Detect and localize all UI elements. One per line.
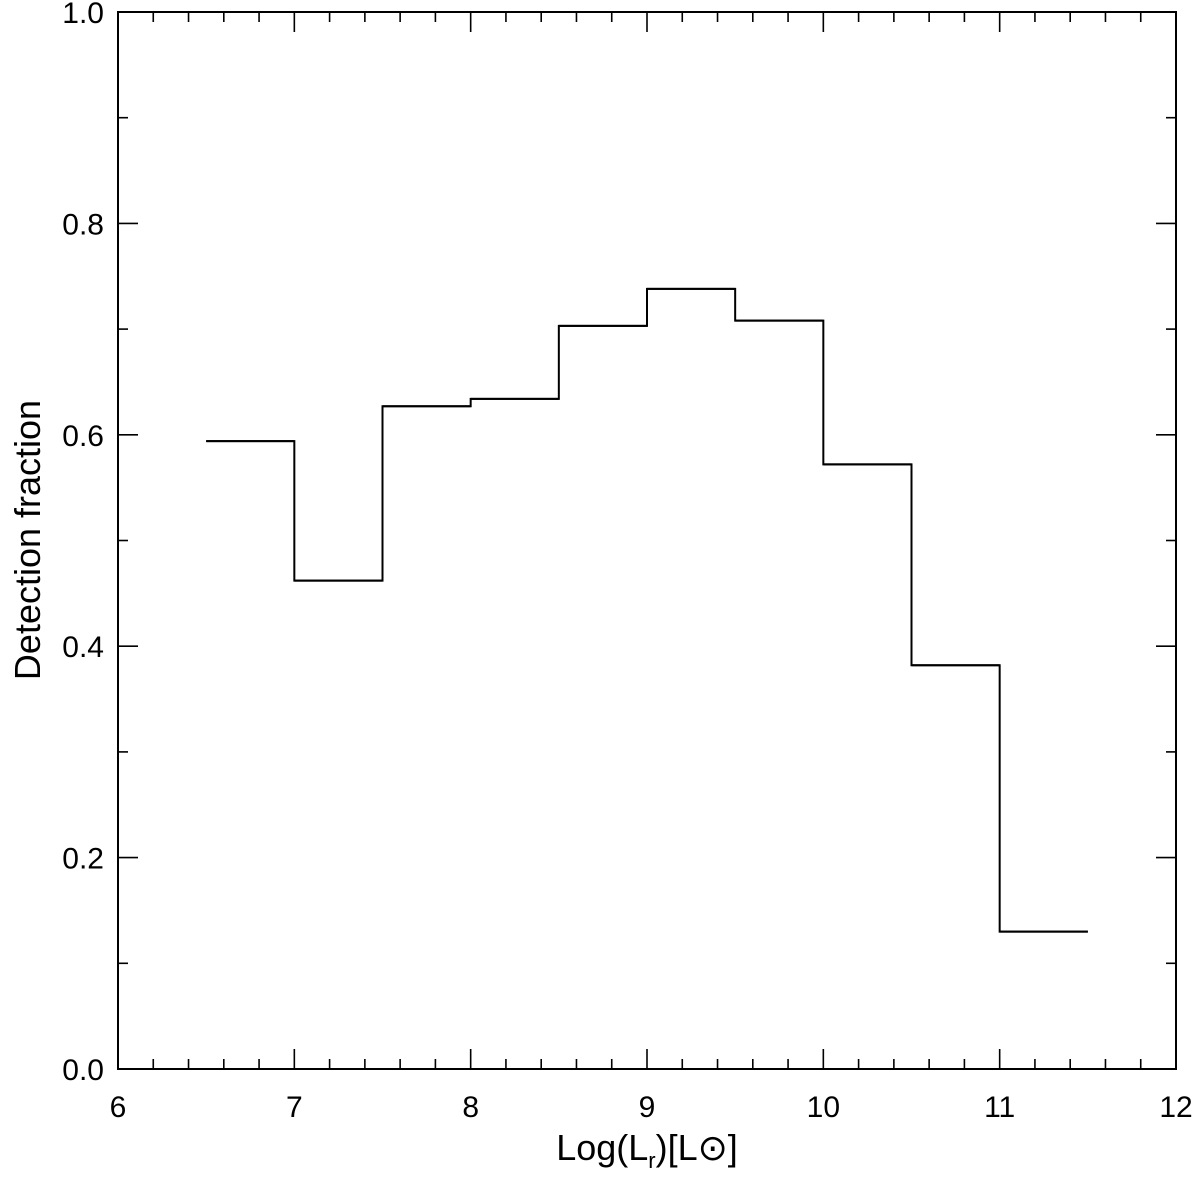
y-axis-label: Detection fraction [7, 400, 48, 680]
x-tick-label: 8 [462, 1091, 479, 1124]
y-tick-label: 0.4 [62, 631, 104, 664]
x-tick-label: 9 [639, 1091, 656, 1124]
y-tick-label: 1.0 [62, 0, 104, 30]
x-tick-label: 10 [807, 1091, 840, 1124]
y-tick-label: 0.0 [62, 1054, 104, 1087]
x-tick-label: 6 [110, 1091, 127, 1124]
x-tick-label: 7 [286, 1091, 303, 1124]
y-tick-label: 0.6 [62, 420, 104, 453]
y-tick-label: 0.8 [62, 208, 104, 241]
detection-fraction-step-line [206, 287, 1088, 933]
sun-symbol: ⊙ [698, 1127, 728, 1168]
x-tick-label: 11 [984, 1091, 1015, 1124]
x-tick-label: 12 [1159, 1091, 1192, 1124]
x-tick-labels: 6 7 8 9 10 11 12 [110, 1091, 1193, 1124]
plot-frame [117, 11, 1177, 1070]
y-tick-label: 0.2 [62, 843, 104, 876]
x-axis-label: Log(Lr)[L⊙] [556, 1127, 738, 1173]
axis-ticks [117, 11, 1177, 1070]
histogram-bins [206, 287, 1088, 933]
y-tick-labels: 0.0 0.2 0.4 0.6 0.8 1.0 [62, 0, 104, 1087]
